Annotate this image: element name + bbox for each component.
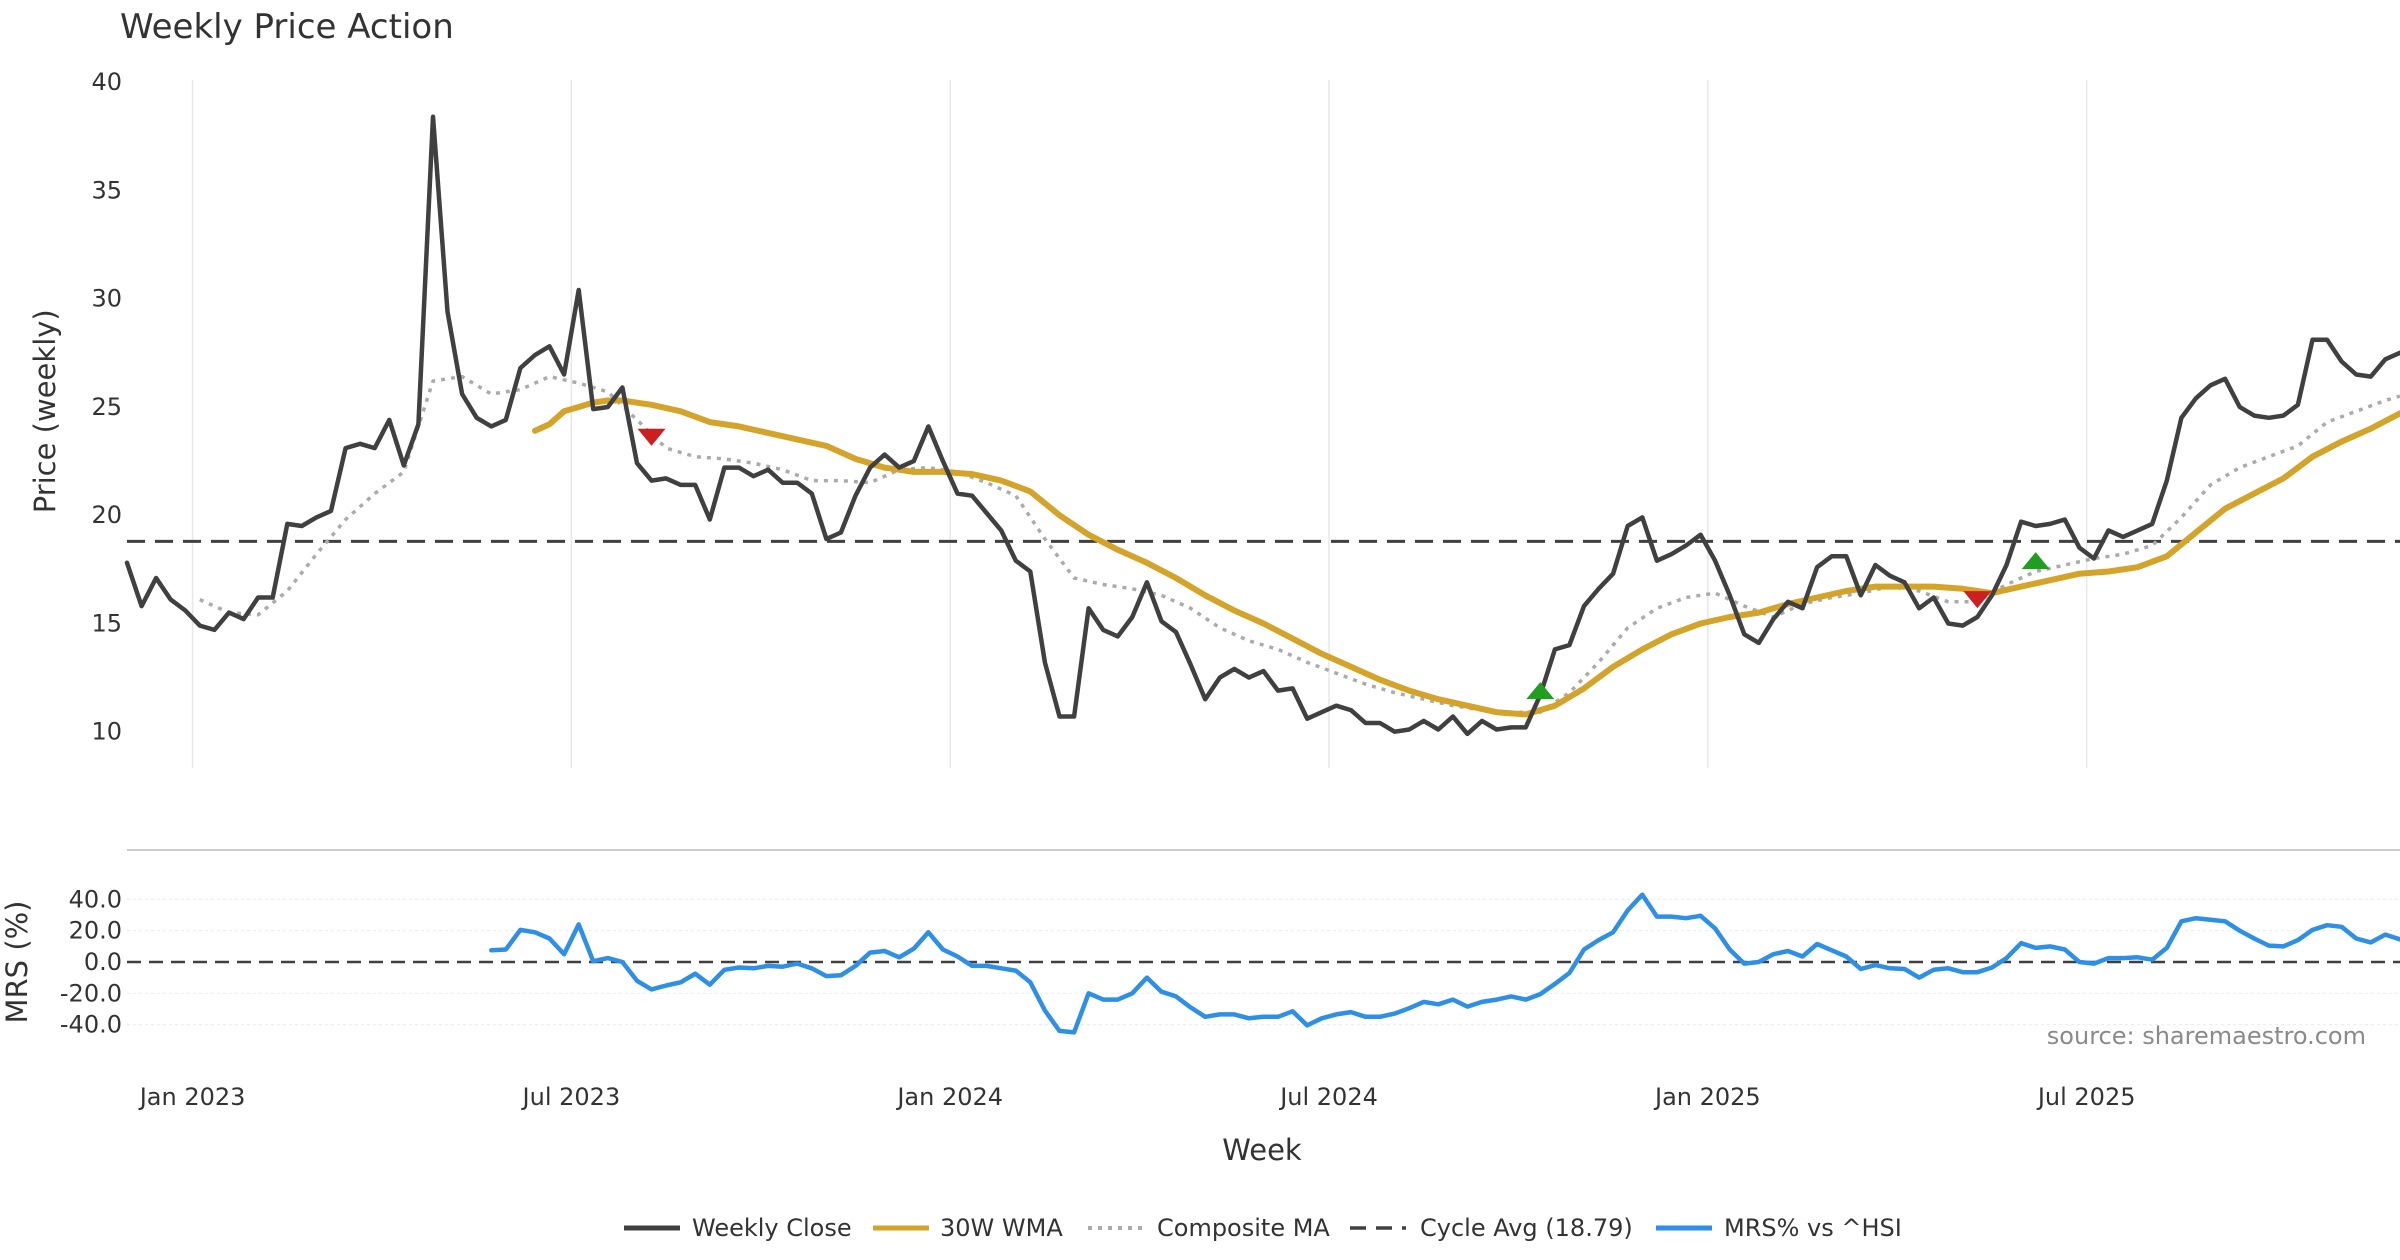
series-weekly-close xyxy=(124,114,2400,737)
buy-signal-marker-1 xyxy=(1526,682,1555,700)
mrs-y-ticks: 40.0 20.0 0.0 -20.0 -40.0 xyxy=(60,885,122,1038)
price-y-tick-2: 20 xyxy=(91,501,122,529)
mrs-y-tick-3: -20.0 xyxy=(60,979,122,1007)
price-y-tick-6: 40 xyxy=(91,68,122,96)
price-y-ticks: 10 15 20 25 30 35 40 xyxy=(91,68,122,746)
legend-label-0: Weekly Close xyxy=(692,1214,852,1242)
source-label: source: sharemaestro.com xyxy=(2047,1022,2366,1050)
x-tick-5: Jul 2025 xyxy=(2036,1083,2136,1111)
price-y-tick-1: 15 xyxy=(91,609,122,637)
x-tick-3: Jul 2024 xyxy=(1278,1083,1378,1111)
price-y-axis-label: Price (weekly) xyxy=(28,309,62,513)
legend: Weekly Close 30W WMA Composite MA Cycle Avg… xyxy=(624,1214,1902,1242)
series-mrs-vs-hsi xyxy=(489,892,2400,1035)
x-tick-4: Jan 2025 xyxy=(1653,1083,1761,1111)
mrs-y-tick-2: 0.0 xyxy=(84,948,122,976)
chart-title: Weekly Price Action xyxy=(120,7,454,47)
series-layer xyxy=(124,114,2400,1035)
buy-signal-marker-3 xyxy=(2021,552,2050,570)
signal-markers xyxy=(637,428,2050,700)
series-composite-ma xyxy=(199,374,2400,714)
x-tick-0: Jan 2023 xyxy=(138,1083,246,1111)
x-tick-1: Jul 2023 xyxy=(521,1083,621,1111)
mrs-y-tick-0: 40.0 xyxy=(69,885,122,913)
sell-signal-marker-2 xyxy=(1963,591,1992,609)
legend-label-4: MRS% vs ^HSI xyxy=(1724,1214,1902,1242)
x-axis-label: Week xyxy=(1222,1133,1302,1167)
legend-label-3: Cycle Avg (18.79) xyxy=(1420,1214,1633,1242)
x-axis-ticks: Jan 2023 Jul 2023 Jan 2024 Jul 2024 Jan 2025… xyxy=(138,1083,2136,1111)
price-y-tick-0: 10 xyxy=(91,718,122,746)
price-gridlines xyxy=(191,80,2088,768)
price-y-tick-5: 35 xyxy=(91,176,122,204)
mrs-gridlines xyxy=(127,898,2400,1026)
series-30w-wma xyxy=(532,397,2400,718)
mrs-y-tick-4: -40.0 xyxy=(60,1011,122,1039)
legend-label-2: Composite MA xyxy=(1157,1214,1330,1242)
sell-signal-marker-0 xyxy=(637,428,666,446)
price-y-tick-4: 30 xyxy=(91,285,122,313)
price-y-tick-3: 25 xyxy=(91,393,122,421)
x-tick-2: Jan 2024 xyxy=(895,1083,1003,1111)
mrs-y-tick-1: 20.0 xyxy=(69,917,122,945)
mrs-y-axis-label: MRS (%) xyxy=(0,901,34,1024)
legend-label-1: 30W WMA xyxy=(940,1214,1063,1242)
